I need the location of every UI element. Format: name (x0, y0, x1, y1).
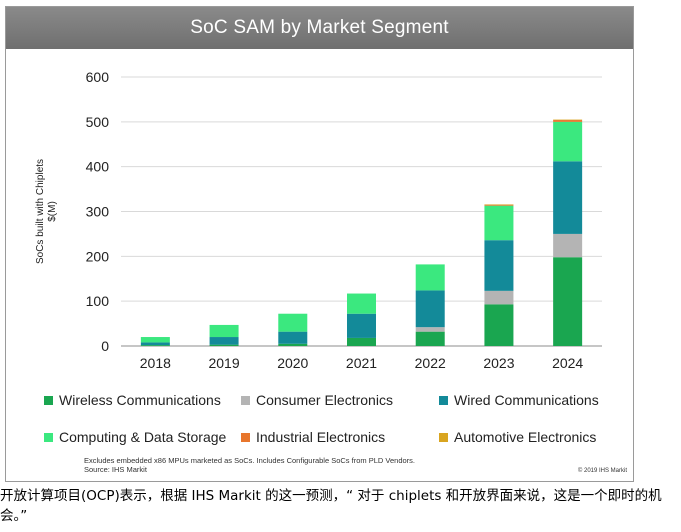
bar-segment (278, 313, 308, 332)
bar-segment (415, 331, 445, 346)
bar-segment (140, 342, 170, 346)
y-tick-label: 500 (86, 114, 110, 130)
legend-item-consumer: Consumer Electronics (241, 392, 393, 408)
legend-swatch-consumer (241, 395, 250, 405)
legend-item-industrial: Industrial Electronics (241, 429, 385, 445)
x-tick-label: 2021 (346, 355, 377, 371)
legend-item-wired: Wired Communications (439, 392, 599, 408)
x-tick-label: 2024 (552, 355, 583, 371)
stacked-bar-chart: 0 100 200 300 400 500 600 SoCs built with Chipl… (35, 69, 602, 371)
legend-label-industrial: Industrial Electronics (256, 429, 386, 445)
x-tick-label: 2023 (483, 355, 514, 371)
bar-segment (278, 343, 308, 346)
article-caption: 开放计算项目(OCP)表示，根据 IHS Markit 的这一预测，“ 对于 c… (0, 488, 662, 524)
x-tick-label: 2019 (208, 355, 239, 371)
x-tick-label: 2018 (140, 355, 171, 371)
bar-segment (484, 240, 514, 291)
bar-segment (140, 345, 170, 346)
y-tick-label: 0 (101, 338, 109, 354)
bar-segment (484, 205, 514, 241)
bar-segment (347, 293, 376, 314)
y-tick-label: 600 (86, 69, 110, 85)
bar-segment (415, 327, 445, 332)
bar-segment (209, 344, 239, 346)
x-tick-label: 2022 (415, 355, 446, 371)
y-tick-label: 400 (86, 159, 110, 175)
chart-frame: SoC SAM by Market Segment 0 100 200 300 400 5… (5, 6, 634, 482)
legend-swatch-wireless (44, 395, 53, 405)
bar-segment (415, 290, 445, 328)
bar-segment (209, 324, 239, 338)
legend-label-wireless: Wireless Communications (59, 392, 221, 408)
legend-swatch-automotive (439, 432, 448, 442)
bar-segment (553, 257, 583, 346)
legend-label-computing: Computing & Data Storage (59, 429, 227, 445)
bar-segment (553, 120, 583, 122)
legend-swatch-industrial (241, 432, 250, 442)
chart-footnote: Excludes embedded x86 MPUs marketed as S… (84, 456, 415, 465)
bar-segment (553, 161, 583, 234)
chart-title-bar: SoC SAM by Market Segment (6, 7, 633, 49)
legend-item-computing: Computing & Data Storage (44, 429, 226, 445)
legend-label-consumer: Consumer Electronics (256, 392, 393, 408)
y-tick-label: 100 (86, 293, 110, 309)
bar-segment (278, 331, 308, 344)
bar-segment (484, 290, 514, 305)
legend-label-wired: Wired Communications (454, 392, 599, 408)
y-axis-label: SoCs built with Chiplets$(M) (35, 159, 58, 264)
chart-source: Source: IHS Markit (84, 465, 147, 474)
legend-label-automotive: Automotive Electronics (454, 429, 597, 445)
bar-segment (484, 304, 514, 346)
bar-segment (415, 264, 445, 291)
legend-item-wireless: Wireless Communications (44, 392, 221, 408)
y-tick-label: 300 (86, 204, 110, 220)
x-tick-label: 2020 (277, 355, 308, 371)
bar-segment (140, 337, 170, 343)
legend-swatch-computing (44, 432, 53, 442)
y-tick-label: 200 (86, 248, 110, 264)
chart-copyright: © 2019 IHS Markit (577, 468, 627, 474)
chart-title: SoC SAM by Market Segment (190, 17, 449, 38)
bar-segment (484, 204, 514, 206)
bar-segment (553, 233, 583, 258)
bar-segment (209, 337, 239, 345)
bar-segment (347, 313, 376, 338)
legend-item-automotive: Automotive Electronics (439, 429, 596, 445)
bar-segment (347, 337, 376, 346)
legend-swatch-wired (439, 395, 448, 405)
bar-segment (553, 121, 583, 162)
